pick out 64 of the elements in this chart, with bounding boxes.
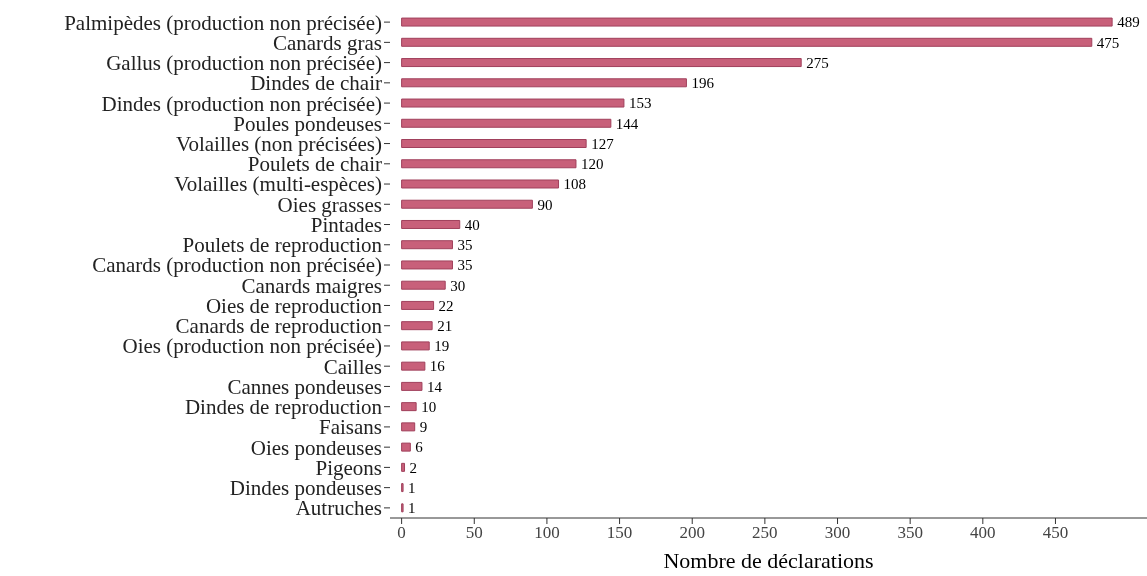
bar xyxy=(401,280,446,290)
data-label: 475 xyxy=(1096,34,1120,51)
bar xyxy=(401,139,587,149)
bar xyxy=(401,98,625,108)
x-tick-label: 450 xyxy=(1042,523,1069,543)
x-tick-label: 300 xyxy=(824,523,851,543)
bar xyxy=(401,179,560,189)
x-tick-label: 0 xyxy=(397,523,406,543)
bar xyxy=(401,442,411,452)
y-tick-label: Dindes (production non précisée) xyxy=(101,91,382,116)
data-label: 1 xyxy=(408,479,416,496)
data-label: 275 xyxy=(806,54,829,71)
data-label: 22 xyxy=(438,297,454,314)
data-label: 6 xyxy=(415,439,424,456)
bar xyxy=(401,260,453,270)
data-label: 196 xyxy=(691,75,715,92)
data-label: 21 xyxy=(437,318,453,334)
bar xyxy=(401,219,461,229)
bar xyxy=(401,240,453,250)
x-axis-title: Nombre de déclarations xyxy=(663,548,874,573)
data-label: 14 xyxy=(426,378,443,395)
data-label: 1 xyxy=(408,500,416,517)
bar xyxy=(401,78,687,88)
bar xyxy=(401,17,1113,27)
x-tick-label: 100 xyxy=(534,523,560,543)
x-tick-label: 200 xyxy=(679,523,705,543)
y-tick-label: Cannes pondeuses xyxy=(227,374,382,399)
x-tick-label: 400 xyxy=(970,523,996,543)
bar xyxy=(401,58,802,68)
bar xyxy=(401,341,430,351)
x-tick-label: 150 xyxy=(606,523,633,543)
data-label: 153 xyxy=(628,95,652,112)
bar xyxy=(401,361,426,371)
y-tick-label: Poulets de reproduction xyxy=(182,233,383,258)
x-tick-label: 250 xyxy=(752,523,778,543)
data-label: 120 xyxy=(580,156,604,173)
data-label: 144 xyxy=(615,115,639,132)
bar xyxy=(401,381,423,391)
y-tick-label: Palmipèdes (production non précisée) xyxy=(64,10,382,35)
data-label: 108 xyxy=(563,176,587,193)
bar xyxy=(401,199,533,209)
data-label: 9 xyxy=(419,419,428,436)
bar xyxy=(401,37,1093,47)
data-label: 2 xyxy=(409,459,418,476)
data-label: 489 xyxy=(1117,14,1140,31)
data-label: 16 xyxy=(429,358,446,375)
data-label: 35 xyxy=(457,237,473,254)
data-label: 90 xyxy=(537,196,553,213)
x-tick-label: 50 xyxy=(465,523,483,543)
x-tick-label: 350 xyxy=(897,523,923,543)
bar xyxy=(401,422,416,432)
data-label: 40 xyxy=(464,216,480,233)
data-label: 127 xyxy=(591,135,615,152)
data-label: 35 xyxy=(457,257,473,274)
bar xyxy=(401,300,435,310)
data-label: 30 xyxy=(450,277,466,294)
bar xyxy=(401,462,406,472)
y-tick-label: Volailles (multi-espèces) xyxy=(174,172,382,197)
data-label: 10 xyxy=(421,398,437,415)
data-label: 19 xyxy=(434,338,450,355)
bar xyxy=(401,159,577,169)
bar xyxy=(401,321,433,331)
bar xyxy=(401,402,417,412)
bar xyxy=(401,118,612,128)
